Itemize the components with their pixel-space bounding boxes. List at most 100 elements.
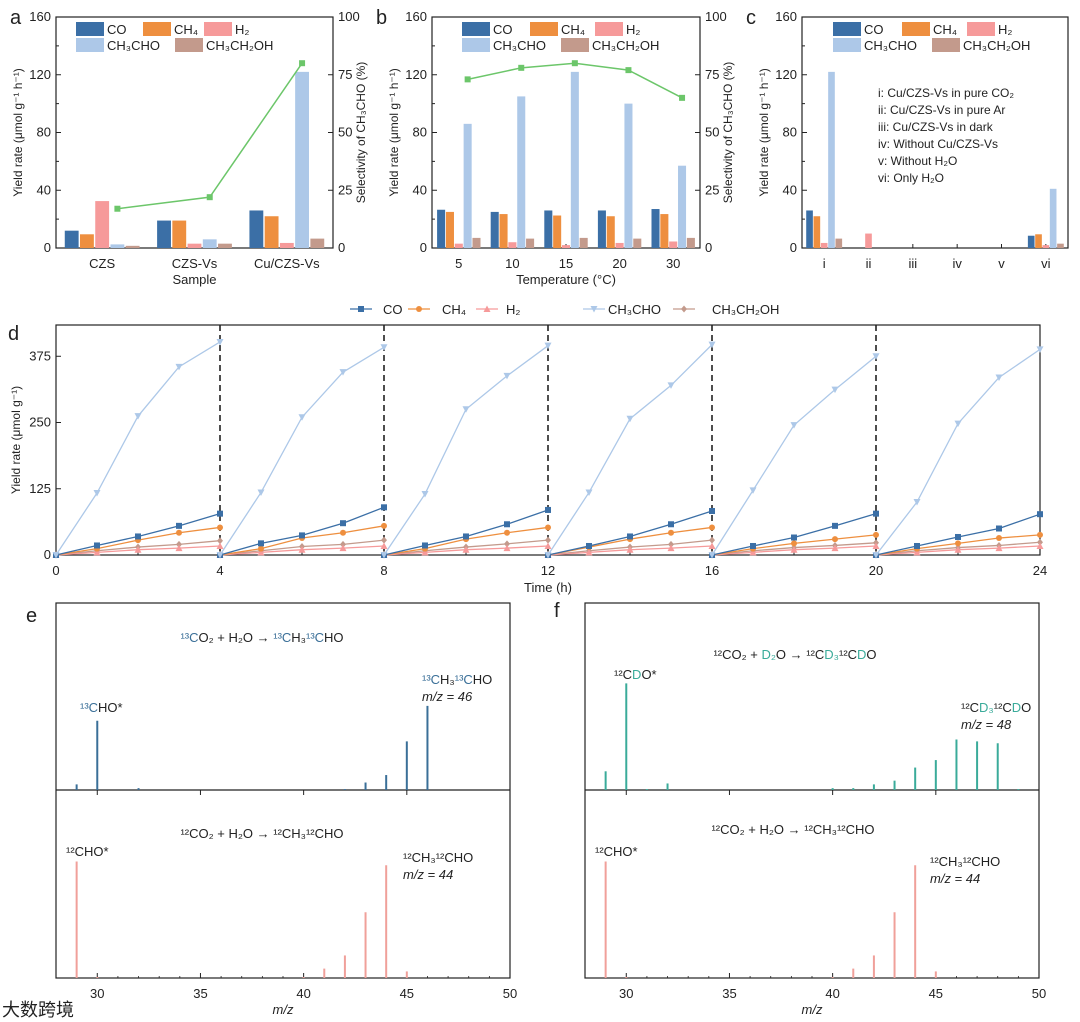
marker-triangle-down <box>52 552 60 559</box>
reaction-equation: ¹²CO₂ + D₂O → ¹²CD₃¹²CDO <box>713 647 876 662</box>
text-segment: ¹²CO₂ + H₂O → ¹²CH₃¹²CHO <box>180 826 343 841</box>
legend-swatch <box>462 22 490 36</box>
legend-swatch <box>595 22 623 36</box>
y-tick-label: 80 <box>413 125 427 140</box>
marker-triangle-down <box>626 415 634 423</box>
marker-square <box>873 510 879 517</box>
bar-ch3cho <box>624 103 633 248</box>
marker-square <box>545 506 551 513</box>
marker-square <box>627 533 633 540</box>
selectivity-point <box>114 205 121 212</box>
bar-h2 <box>508 242 517 248</box>
marker-circle <box>545 524 551 531</box>
marker-triangle-down <box>1036 346 1044 353</box>
marker-diamond <box>545 536 551 544</box>
marker-triangle-up <box>216 542 224 549</box>
x-tick-label: 10 <box>505 256 519 271</box>
y2-tick-label: 75 <box>705 67 719 82</box>
legend-label: CO <box>864 22 884 37</box>
x-tick-label: 40 <box>825 986 839 1001</box>
marker-triangle-up <box>339 544 347 552</box>
marker-square <box>586 542 592 549</box>
y-axis-label: Yield rate (μmol g⁻¹ h⁻¹) <box>757 68 771 197</box>
marker-square <box>422 542 428 549</box>
series-line <box>383 345 549 556</box>
legend-label: CH₃CHO <box>608 302 661 317</box>
marker-diamond <box>1037 538 1043 546</box>
series-3-cycle <box>872 346 1044 559</box>
bar-ch3cho <box>828 71 835 248</box>
molecular-ion-label: ¹³CH₃¹³CHO <box>422 672 492 687</box>
text-segment: HO* <box>98 700 123 715</box>
y-axis-label: Yield rate (μmol g⁻¹ h⁻¹) <box>387 68 401 197</box>
bar-ch3ch2oh <box>686 237 695 248</box>
legend-swatch <box>76 22 104 36</box>
panel-letter-e: e <box>26 605 37 627</box>
bar-ch3ch2oh <box>218 243 232 248</box>
y-axis-label: Yield rate (μmol g⁻¹) <box>9 386 23 494</box>
x-tick-label: ii <box>866 256 872 271</box>
fragment-label: ¹²CHO* <box>66 844 109 859</box>
marker-triangle-down <box>708 552 716 559</box>
bar-co <box>806 210 813 248</box>
marker-triangle-up <box>749 548 757 556</box>
legend-swatch <box>833 22 861 36</box>
condition-label: ii: Cu/CZS-Vs in pure Ar <box>878 103 1005 117</box>
marker-triangle-up <box>462 546 470 553</box>
marker-circle <box>709 524 715 531</box>
bar-co <box>437 209 446 248</box>
selectivity-point <box>571 60 578 67</box>
series-2-cycle <box>708 542 880 558</box>
x-tick-label: 40 <box>296 986 310 1001</box>
y2-axis-label: Selectivity of CH₃CHO (%) <box>354 62 368 204</box>
text-segment: ¹³C <box>422 672 440 687</box>
marker-triangle-down <box>216 552 224 559</box>
marker-square <box>135 533 141 540</box>
condition-label: iv: Without Cu/CZS-Vs <box>878 137 998 151</box>
bar-co <box>651 209 660 248</box>
marker-diamond <box>176 540 182 548</box>
y-tick-label: 40 <box>413 182 427 197</box>
series-3-cycle <box>216 344 388 559</box>
y2-tick-label: 0 <box>338 240 345 255</box>
marker-circle <box>1037 531 1043 538</box>
bar-ch3ch2oh <box>125 245 140 248</box>
x-axis-label: Time (h) <box>524 580 572 595</box>
bar-ch4 <box>553 215 562 248</box>
legend-label: H₂ <box>235 22 249 37</box>
marker-circle <box>668 529 674 536</box>
marker-square <box>340 520 346 527</box>
marker-triangle-down <box>216 338 224 346</box>
x-tick-label: 50 <box>503 986 517 1001</box>
condition-label: iii: Cu/CZS-Vs in dark <box>878 120 994 134</box>
mz-label: m/z = 48 <box>961 717 1012 732</box>
x-tick-label: 30 <box>619 986 633 1001</box>
panel-letter-f: f <box>554 600 560 622</box>
x-tick-label: i <box>823 256 826 271</box>
bar-ch3ch2oh <box>526 238 535 248</box>
text-segment: H₃ <box>440 672 455 687</box>
marker-triangle-down <box>872 552 880 559</box>
marker-circle <box>381 522 387 529</box>
selectivity-point <box>206 194 213 201</box>
text-segment: HO <box>473 672 493 687</box>
panel-letter-c: c <box>746 7 756 29</box>
y-tick-label: 120 <box>405 67 427 82</box>
legend-label: CH₃CHO <box>864 38 917 53</box>
x-tick-label: v <box>998 256 1005 271</box>
bar-h2 <box>820 242 828 248</box>
y-tick-label: 80 <box>37 125 51 140</box>
legend-swatch <box>462 38 490 52</box>
y-tick-label: 0 <box>420 240 427 255</box>
bar-ch4 <box>813 216 821 248</box>
y-tick-label: 250 <box>29 415 51 430</box>
marker-triangle-down <box>93 489 101 497</box>
bar-ch4 <box>264 216 279 248</box>
panel-letter-b: b <box>376 7 387 29</box>
x-axis-label: m/z <box>802 1002 823 1017</box>
watermark-logo: 大数跨境 <box>2 1000 74 1020</box>
fragment-label: ¹²CDO* <box>614 667 657 682</box>
x-tick-label: 4 <box>216 563 223 578</box>
bar-co <box>1027 235 1035 248</box>
marker-square <box>791 534 797 541</box>
